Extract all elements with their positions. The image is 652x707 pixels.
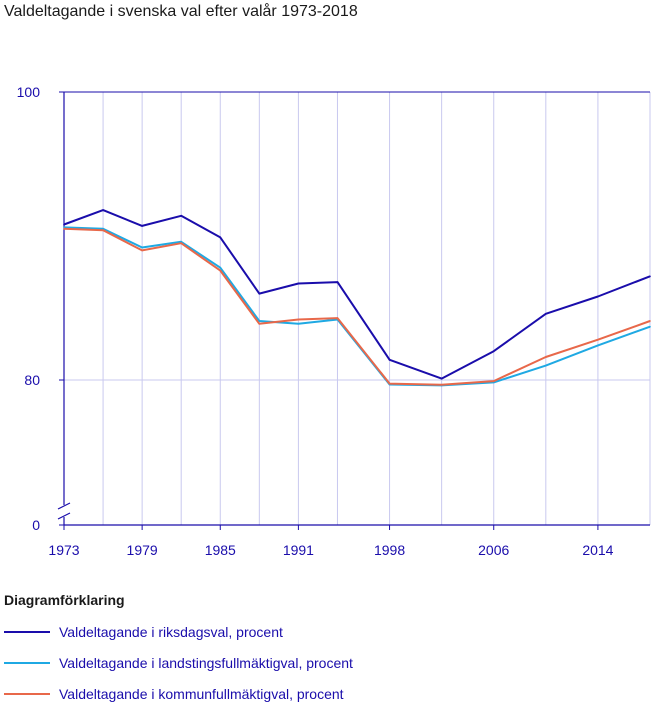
axis-break-mark <box>57 502 71 510</box>
y-tick-label: 80 <box>24 372 40 388</box>
x-tick-label: 1985 <box>205 542 236 558</box>
x-tick-label: 1991 <box>283 542 314 558</box>
data-point <box>219 236 222 239</box>
data-point <box>219 269 222 272</box>
data-point <box>597 295 599 298</box>
data-point <box>336 281 339 283</box>
data-point <box>545 364 547 367</box>
data-point <box>141 225 143 227</box>
data-point <box>597 338 599 341</box>
axis-break-mark <box>57 512 71 520</box>
data-point <box>63 223 65 226</box>
data-point <box>545 356 547 358</box>
series-line-1 <box>63 209 651 380</box>
data-point <box>297 282 300 285</box>
data-point <box>492 380 495 382</box>
legend-swatch <box>4 662 50 664</box>
data-point <box>649 325 651 328</box>
y-tick-label: 100 <box>17 84 41 100</box>
data-point <box>336 317 339 319</box>
data-point <box>388 359 391 361</box>
x-tick-label: 1973 <box>48 542 79 558</box>
data-point <box>297 323 300 325</box>
data-point <box>258 323 261 325</box>
data-point <box>219 266 222 269</box>
legend-item: Valdeltagande i kommunfullmäktigval, pro… <box>4 684 344 704</box>
legend-item: Valdeltagande i landstingsfullmäktigval,… <box>4 653 353 673</box>
data-point <box>180 240 182 243</box>
data-point <box>102 229 104 232</box>
legend-swatch <box>4 693 50 695</box>
data-point <box>649 320 651 322</box>
data-point <box>297 318 300 321</box>
legend-label: Valdeltagande i kommunfullmäktigval, pro… <box>59 686 344 702</box>
series-layer <box>63 209 651 387</box>
legend-label: Valdeltagande i landstingsfullmäktigval,… <box>59 655 353 671</box>
data-point <box>545 312 547 315</box>
data-point <box>63 226 65 229</box>
data-point <box>440 377 443 380</box>
chart-title: Valdeltagande i svenska val efter valår … <box>4 3 358 20</box>
data-point <box>102 209 104 211</box>
legend-label: Valdeltagande i riksdagsval, procent <box>59 624 283 640</box>
data-point <box>180 242 182 244</box>
data-point <box>141 246 143 249</box>
x-tick-label: 1979 <box>127 542 158 558</box>
data-point <box>63 228 65 230</box>
data-point <box>649 275 651 278</box>
legend-item: Valdeltagande i riksdagsval, procent <box>4 622 283 642</box>
label-layer: 100 80 0 1973 1979 1985 1991 1998 2006 2014 <box>17 84 614 558</box>
x-tick-label: 2014 <box>582 542 613 558</box>
data-point <box>440 383 443 386</box>
line-chart: 100 80 0 1973 1979 1985 1991 1998 2006 2014 <box>17 84 651 558</box>
data-point <box>388 382 391 385</box>
data-point <box>258 292 261 295</box>
series-line-2 <box>63 226 651 387</box>
data-point <box>141 249 143 252</box>
x-tick-label: 1998 <box>374 542 405 558</box>
data-point <box>258 320 261 322</box>
legend-title: Diagramförklaring <box>4 592 125 608</box>
series-line-3 <box>63 227 651 386</box>
axis-layer <box>57 91 650 530</box>
data-point <box>597 344 599 347</box>
x-tick-label: 2006 <box>478 542 509 558</box>
y-tick-label: 0 <box>32 517 40 533</box>
data-point <box>180 215 182 217</box>
grid-layer <box>64 92 651 525</box>
data-point <box>492 350 495 353</box>
legend-swatch <box>4 631 50 633</box>
